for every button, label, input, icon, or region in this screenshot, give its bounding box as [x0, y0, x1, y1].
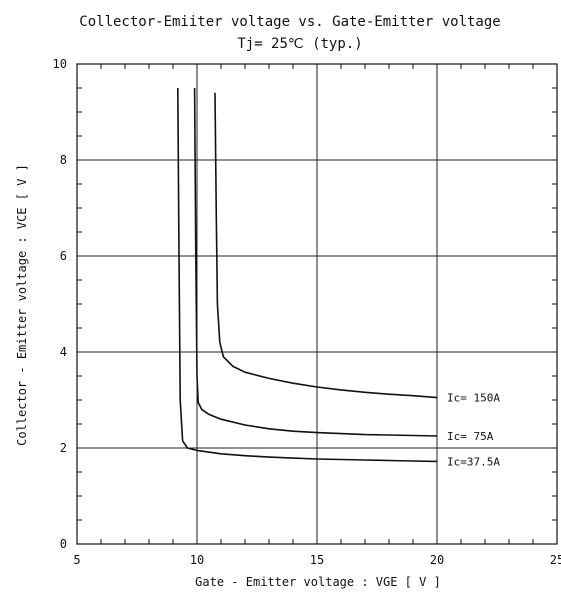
series-label: Ic= 150A — [447, 392, 500, 405]
y-tick-label: 8 — [60, 153, 67, 167]
y-axis-label: Collector - Emitter voltage : VCE [ V ] — [15, 164, 29, 446]
x-tick-label: 20 — [430, 553, 444, 567]
y-tick-label: 0 — [60, 537, 67, 551]
chart-subtitle: Tj= 25℃ (typ.) — [237, 36, 362, 52]
series-line — [177, 87, 438, 463]
plot-frame — [76, 63, 558, 545]
series-line — [214, 92, 438, 399]
x-tick-label: 5 — [73, 553, 80, 567]
y-tick-label: 6 — [60, 249, 67, 263]
chart-title: Collector-Emiiter voltage vs. Gate-Emitt… — [79, 14, 500, 30]
series-label: Ic=37.5A — [447, 455, 500, 468]
x-tick-label: 10 — [190, 553, 204, 567]
axis-ticks: 5 10 15 20 25 0 2 4 6 8 10 — [53, 57, 561, 567]
x-tick-label: 15 — [310, 553, 324, 567]
grid — [77, 64, 557, 544]
x-tick-label: 25 — [550, 553, 561, 567]
y-tick-label: 10 — [53, 57, 67, 71]
y-tick-label: 2 — [60, 441, 67, 455]
series-label: Ic= 75A — [447, 430, 494, 443]
y-tick-label: 4 — [60, 345, 67, 359]
x-axis-label: Gate - Emitter voltage : VGE [ V ] — [195, 575, 441, 589]
series-lines: Ic=37.5A Ic= 75A Ic= 150A — [177, 87, 500, 468]
series-line — [193, 87, 438, 437]
